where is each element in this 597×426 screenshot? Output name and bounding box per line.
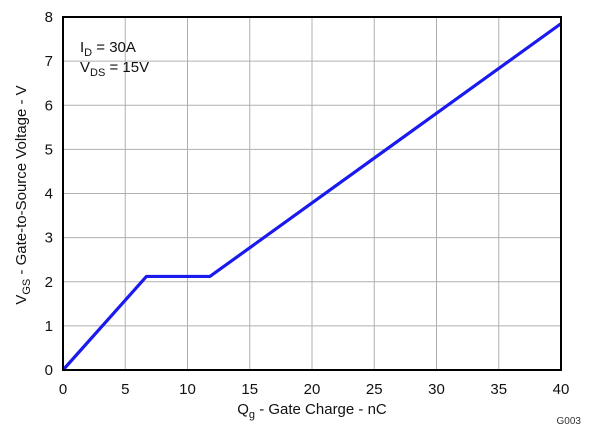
y-tick-label: 5 [45, 141, 53, 158]
y-tick-labels: 0 1 2 3 4 5 6 7 8 [45, 9, 53, 379]
x-tick-label: 30 [428, 381, 445, 398]
y-tick-label: 7 [45, 53, 53, 70]
y-tick-label: 6 [45, 97, 53, 114]
annotation-vds: VDS = 15V [80, 59, 149, 79]
y-tick-label: 0 [45, 362, 53, 379]
y-axis-label: VGS - Gate-to-Source Voltage - V [13, 85, 33, 304]
x-tick-label: 20 [304, 381, 321, 398]
x-tick-label: 25 [366, 381, 383, 398]
x-tick-labels: 0 5 10 15 20 25 30 35 40 [59, 381, 570, 398]
y-tick-label: 8 [45, 9, 53, 26]
x-axis-label: Qg - Gate Charge - nC [237, 401, 387, 421]
condition-annotations: ID = 30A VDS = 15V [80, 39, 149, 79]
series-line-0 [61, 22, 562, 372]
plot-frame [62, 16, 562, 371]
y-tick-label: 1 [45, 318, 53, 335]
y-tick-label: 4 [45, 186, 53, 203]
x-tick-label: 15 [241, 381, 258, 398]
grid [63, 17, 561, 370]
x-tick-label: 40 [553, 381, 570, 398]
x-tick-label: 5 [121, 381, 129, 398]
annotation-id: ID = 30A [80, 39, 136, 59]
y-tick-label: 3 [45, 230, 53, 247]
x-tick-label: 35 [490, 381, 507, 398]
x-tick-label: 10 [179, 381, 196, 398]
series-layer [61, 22, 562, 372]
y-tick-label: 2 [45, 274, 53, 291]
x-tick-label: 0 [59, 381, 67, 398]
figure-id: G003 [557, 416, 582, 426]
